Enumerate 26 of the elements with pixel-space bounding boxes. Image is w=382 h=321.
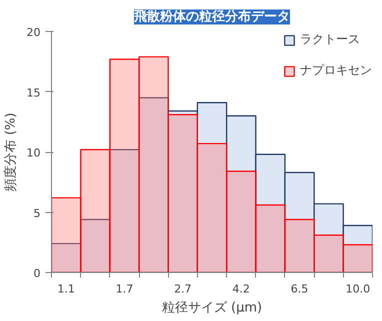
y-tick-label: 15 xyxy=(26,86,41,100)
bar xyxy=(52,197,82,272)
x-tick-label: 1.1 xyxy=(57,282,75,296)
x-tick-label: 6.5 xyxy=(290,282,308,296)
bar xyxy=(314,234,344,272)
x-tick-label: 1.7 xyxy=(116,282,134,296)
y-tick-label: 10 xyxy=(26,146,41,160)
x-tick-label: 2.7 xyxy=(174,282,192,296)
bar xyxy=(138,56,169,272)
y-tick-label: 0 xyxy=(34,267,40,280)
bar xyxy=(196,142,228,272)
bar xyxy=(109,58,140,272)
y-axis-title: 頻度分布 (%) xyxy=(2,112,19,192)
bar xyxy=(255,204,286,272)
bar xyxy=(342,244,372,272)
x-tick-label: 4.2 xyxy=(232,282,250,296)
legend-label: ナプロキセン xyxy=(300,62,372,79)
y-tick-label: 5 xyxy=(34,206,40,220)
bar xyxy=(226,170,256,272)
y-tick-label: 20 xyxy=(26,26,41,39)
x-tick-label: 10.0 xyxy=(346,282,370,296)
legend-label: ラクトース xyxy=(300,31,360,48)
bar xyxy=(80,148,110,272)
bar xyxy=(284,218,315,272)
x-axis-title: 粒径サイズ (μm) xyxy=(162,300,262,316)
chart-title: 飛散粉体の粒径分布データ xyxy=(133,10,290,24)
